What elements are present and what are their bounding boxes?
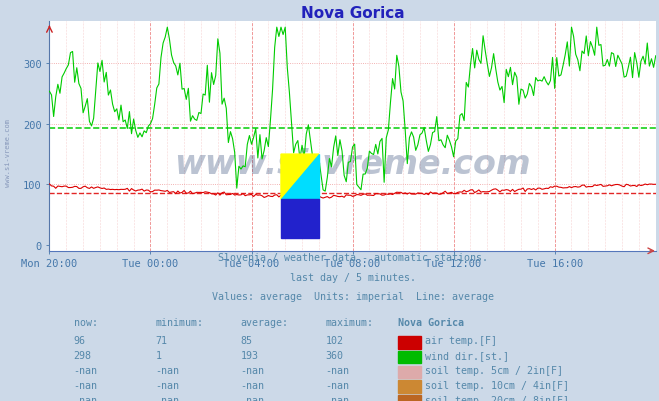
Text: last day / 5 minutes.: last day / 5 minutes. (289, 272, 416, 282)
Text: Values: average  Units: imperial  Line: average: Values: average Units: imperial Line: av… (212, 291, 494, 301)
Text: -nan: -nan (74, 380, 98, 390)
Text: 71: 71 (156, 335, 167, 345)
Text: www.si-vreme.com: www.si-vreme.com (174, 148, 531, 180)
Text: 85: 85 (241, 335, 252, 345)
Text: -nan: -nan (156, 380, 179, 390)
Text: -nan: -nan (241, 380, 264, 390)
Text: 102: 102 (326, 335, 343, 345)
Text: -nan: -nan (156, 365, 179, 375)
Text: 193: 193 (241, 350, 258, 360)
Text: 360: 360 (326, 350, 343, 360)
Text: -nan: -nan (241, 395, 264, 401)
Text: Nova Gorica: Nova Gorica (398, 318, 464, 328)
Text: -nan: -nan (74, 365, 98, 375)
Text: -nan: -nan (241, 365, 264, 375)
Text: -nan: -nan (74, 395, 98, 401)
Text: soil temp. 20cm / 8in[F]: soil temp. 20cm / 8in[F] (425, 395, 569, 401)
Bar (398, 366, 421, 378)
Text: www.si-vreme.com: www.si-vreme.com (5, 118, 11, 186)
Text: Slovenia / weather data - automatic stations.: Slovenia / weather data - automatic stat… (217, 253, 488, 263)
Text: -nan: -nan (326, 380, 349, 390)
Text: now:: now: (74, 318, 98, 328)
Text: 298: 298 (74, 350, 92, 360)
Text: -nan: -nan (326, 365, 349, 375)
Polygon shape (281, 155, 319, 200)
Bar (398, 395, 421, 401)
Bar (398, 381, 421, 393)
Bar (398, 351, 421, 364)
Bar (281, 200, 319, 238)
Text: average:: average: (241, 318, 289, 328)
Text: 96: 96 (74, 335, 86, 345)
Title: Nova Gorica: Nova Gorica (301, 6, 405, 21)
Text: maximum:: maximum: (326, 318, 373, 328)
Text: minimum:: minimum: (156, 318, 204, 328)
Text: wind dir.[st.]: wind dir.[st.] (425, 350, 509, 360)
Text: soil temp. 5cm / 2in[F]: soil temp. 5cm / 2in[F] (425, 365, 563, 375)
Polygon shape (281, 155, 319, 200)
Bar (398, 336, 421, 349)
Text: soil temp. 10cm / 4in[F]: soil temp. 10cm / 4in[F] (425, 380, 569, 390)
Text: 1: 1 (156, 350, 161, 360)
Text: -nan: -nan (156, 395, 179, 401)
Text: air temp.[F]: air temp.[F] (425, 335, 498, 345)
Text: -nan: -nan (326, 395, 349, 401)
